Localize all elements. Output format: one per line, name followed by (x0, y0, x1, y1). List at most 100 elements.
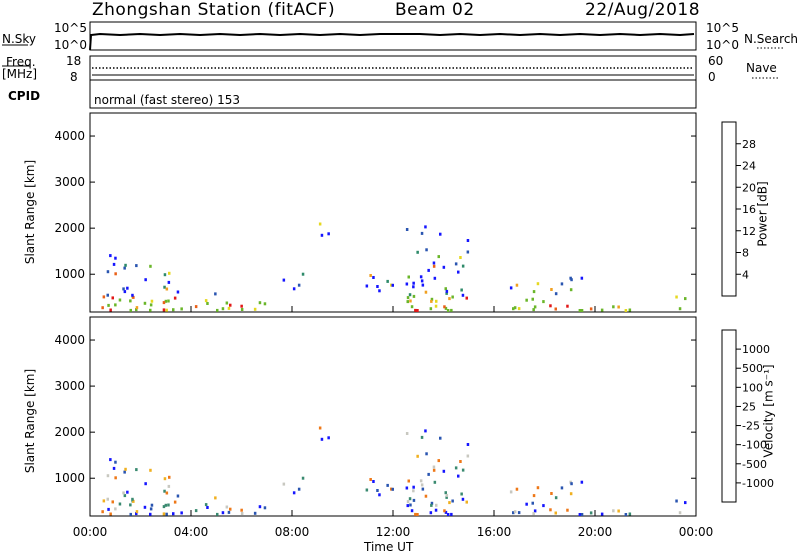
colorbar-tick-label: -100 (742, 439, 767, 452)
range-cell (412, 489, 415, 493)
range-cell (135, 306, 139, 310)
range-cell (536, 486, 540, 490)
range-cell (432, 468, 436, 472)
range-cell (109, 254, 112, 258)
range-cell (421, 283, 425, 287)
range-cell (369, 274, 372, 277)
range-cell (320, 233, 324, 237)
range-cell (448, 297, 451, 301)
range-cell (132, 295, 135, 299)
cpid-label: CPID (8, 89, 41, 103)
range-cell (517, 511, 521, 515)
range-cell (162, 301, 166, 305)
range-cell (109, 512, 112, 516)
range-cell (406, 300, 409, 304)
range-cell (427, 472, 430, 476)
range-cell (430, 503, 433, 507)
range-cell (167, 484, 171, 488)
range-cell (263, 506, 267, 510)
range-cell (122, 287, 125, 291)
power-panel-frame (89, 112, 697, 313)
range-cell (446, 513, 450, 516)
range-cell (168, 475, 171, 479)
range-cell (509, 286, 513, 290)
range-cell (124, 263, 127, 267)
range-cell (405, 432, 409, 435)
colorbar-tick-label: 100 (742, 381, 763, 394)
range-cell (445, 493, 449, 497)
noise-panel-frame (89, 21, 697, 51)
range-cell (513, 306, 517, 310)
range-cell (227, 306, 231, 310)
range-cell (445, 289, 449, 293)
range-cell (533, 305, 537, 309)
range-cell (424, 429, 427, 433)
range-cell (435, 503, 438, 507)
range-cell (432, 465, 436, 469)
range-cell (542, 300, 545, 304)
range-cell (432, 264, 436, 268)
range-cell (365, 284, 369, 288)
velocity-cells (101, 426, 687, 516)
range-cell (419, 275, 423, 279)
range-cell (424, 290, 428, 294)
range-cell (536, 282, 540, 286)
range-cell (135, 308, 138, 312)
range-cell (416, 454, 419, 458)
x-tick-label: 04:00 (174, 525, 209, 539)
range-cell (549, 304, 552, 308)
x-tick-label: 00:00 (73, 525, 108, 539)
range-cell (429, 307, 433, 311)
range-cell (532, 308, 535, 312)
range-cell (628, 512, 632, 516)
range-cell (434, 304, 438, 308)
range-cell (106, 270, 110, 274)
range-cell (515, 283, 519, 287)
range-cell (126, 286, 129, 290)
range-cell (318, 222, 322, 226)
range-cell (444, 510, 448, 514)
range-cell (225, 505, 229, 509)
range-cell (420, 231, 424, 235)
nsearch-label: N.Search (744, 32, 799, 46)
range-cell (204, 503, 208, 507)
range-cell (578, 309, 582, 312)
range-cell (162, 512, 166, 516)
range-cell (420, 483, 424, 487)
range-cell (173, 296, 177, 300)
range-cell (149, 512, 152, 516)
range-cell (391, 283, 394, 287)
range-cell (405, 282, 409, 286)
range-cell (512, 307, 515, 311)
noise-left-tick-bottom: 10^0 (54, 38, 87, 52)
range-cell (165, 512, 168, 516)
range-cell (566, 508, 569, 512)
range-cell (589, 307, 593, 311)
range-cell (320, 437, 324, 441)
range-cell (150, 503, 154, 507)
range-cell (292, 491, 296, 495)
range-cell (430, 501, 434, 505)
range-cell (409, 299, 412, 303)
range-cell (282, 278, 286, 282)
range-cell (253, 511, 257, 515)
range-cell (617, 305, 620, 309)
range-cell (408, 497, 412, 501)
range-cell (111, 296, 114, 300)
range-cell (580, 276, 584, 280)
range-cell (445, 495, 448, 499)
range-cell (109, 458, 112, 462)
y-tick-label: 1000 (54, 267, 85, 281)
range-cell (229, 507, 232, 511)
range-cell (390, 283, 393, 287)
range-cell (416, 309, 419, 312)
range-cell (163, 489, 166, 493)
range-cell (106, 474, 110, 478)
range-cell (435, 299, 438, 303)
range-cell (165, 308, 168, 312)
range-cell (143, 301, 147, 305)
range-cell (164, 299, 168, 303)
range-cell (258, 301, 262, 305)
range-cell (410, 305, 414, 309)
range-cell (406, 500, 410, 504)
